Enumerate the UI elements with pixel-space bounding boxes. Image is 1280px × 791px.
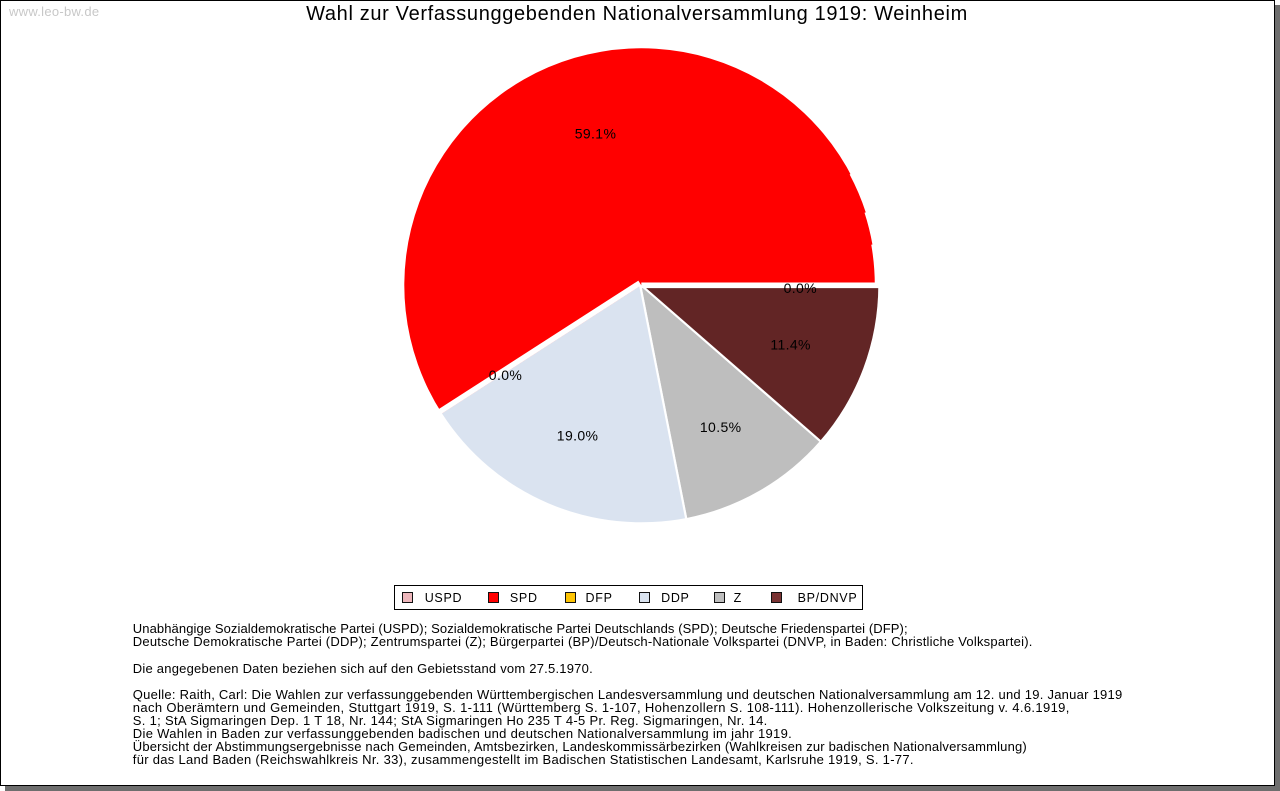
svg-text:11.4%: 11.4% (770, 336, 811, 352)
svg-text:0.0%: 0.0% (784, 280, 817, 296)
svg-text:10.5%: 10.5% (700, 419, 742, 435)
svg-text:0.0%: 0.0% (489, 367, 522, 383)
svg-text:19.0%: 19.0% (557, 428, 599, 444)
svg-text:59.1%: 59.1% (575, 126, 617, 142)
